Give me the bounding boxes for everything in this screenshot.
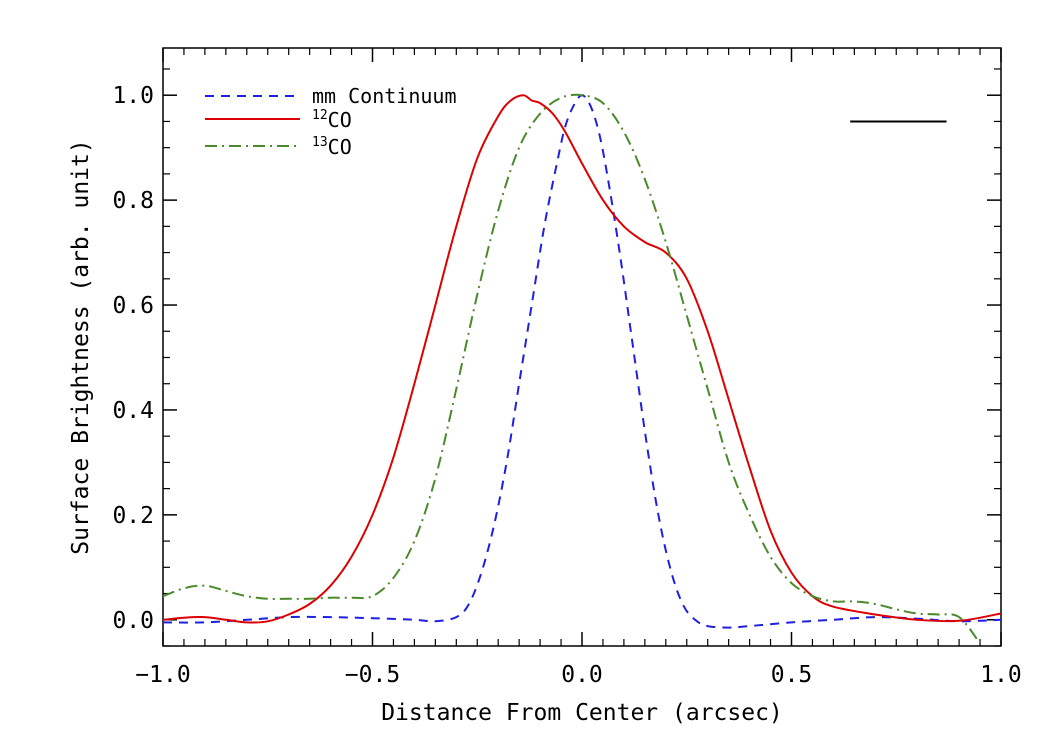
mm-continuum-line [163,94,1001,629]
legend-label-13co: 13CO [312,135,352,159]
legend: mm Continuum 12CO 13CO [205,84,457,159]
x-tick-label: −0.5 [345,662,400,688]
y-axis-title: Surface Brightness (arb. unit) [68,139,94,554]
legend-label-mm-continuum: mm Continuum [312,84,457,108]
x-tick-label: 0.0 [561,662,603,688]
13co-line [163,93,981,645]
series-lines [163,93,1001,645]
y-tick-label: 0.0 [112,608,154,634]
legend-label-12co: 12CO [312,108,352,132]
axis-ticks [162,48,1002,647]
x-tick-label: 0.5 [771,662,813,688]
tick-labels: −1.0 −0.5 0.0 0.5 1.0 0.0 0.2 0.4 0.6 0.8 1.0 [112,83,1021,688]
y-tick-label: 1.0 [112,83,154,109]
plot-frame [162,47,1002,647]
y-tick-label: 0.6 [112,293,154,319]
x-axis-title: Distance From Center (arcsec) [381,700,783,726]
y-tick-label: 0.8 [112,188,154,214]
x-tick-label: −1.0 [135,662,190,688]
y-tick-label: 0.2 [112,503,154,529]
y-tick-label: 0.4 [112,398,154,424]
x-tick-label: 1.0 [980,662,1022,688]
12co-line [163,94,1001,624]
